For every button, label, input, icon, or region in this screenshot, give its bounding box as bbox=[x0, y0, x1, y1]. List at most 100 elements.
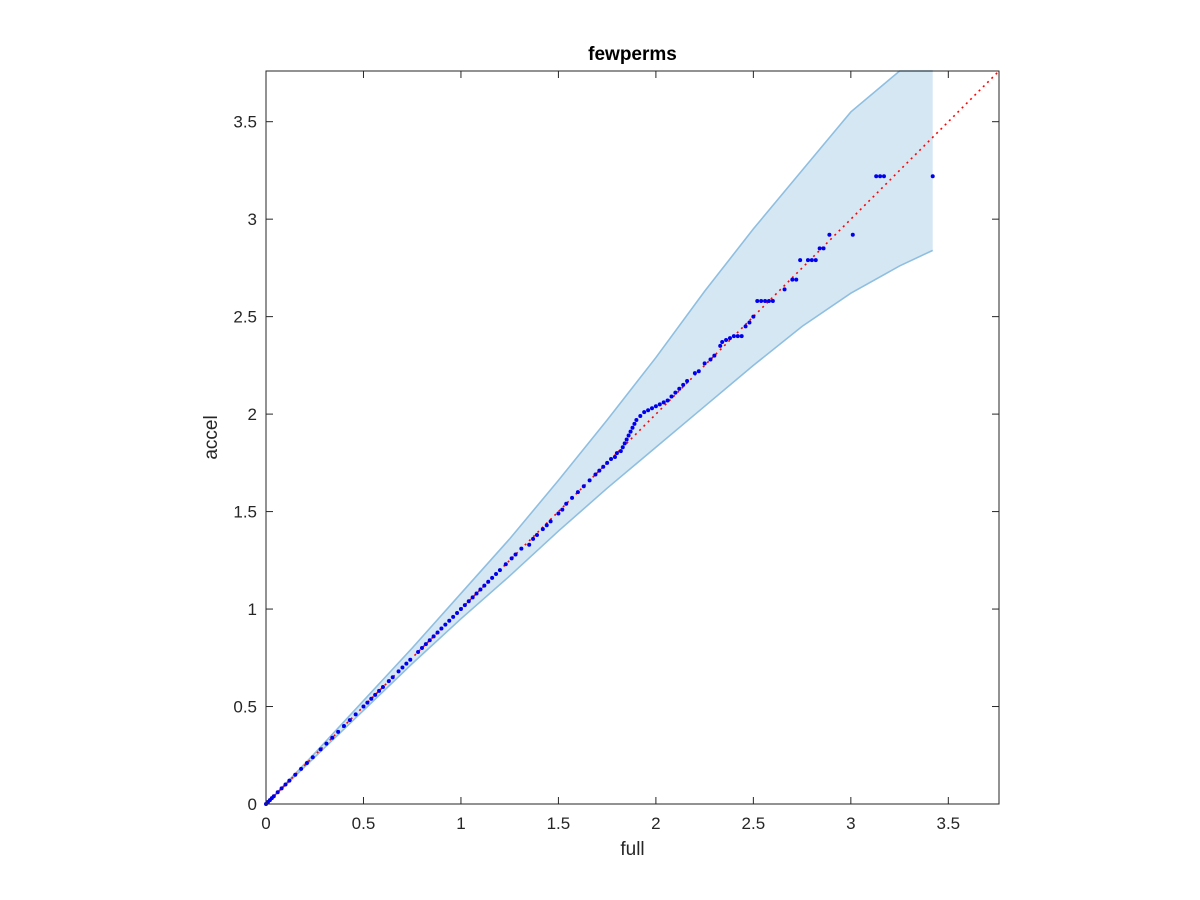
data-point bbox=[419, 646, 424, 651]
data-point bbox=[685, 378, 690, 383]
data-point bbox=[534, 532, 539, 537]
data-point bbox=[743, 324, 748, 329]
data-point bbox=[766, 299, 771, 304]
x-axis-label: full bbox=[620, 839, 644, 860]
data-point bbox=[575, 490, 580, 495]
data-point bbox=[386, 679, 391, 684]
data-point bbox=[486, 579, 491, 584]
x-tick-label: 3 bbox=[846, 814, 855, 833]
data-point bbox=[763, 299, 768, 304]
data-point bbox=[581, 484, 586, 489]
confidence-band-fill bbox=[266, 71, 933, 804]
data-point bbox=[416, 649, 421, 654]
y-tick-label: 0 bbox=[248, 795, 257, 814]
data-point bbox=[727, 336, 732, 341]
y-tick-label: 3.5 bbox=[233, 113, 257, 132]
data-point bbox=[805, 258, 810, 263]
data-point bbox=[628, 429, 633, 434]
data-point bbox=[653, 404, 658, 409]
data-point bbox=[790, 277, 795, 282]
data-point bbox=[813, 258, 818, 263]
data-point bbox=[747, 320, 752, 325]
data-point bbox=[400, 665, 405, 670]
data-point bbox=[443, 622, 448, 627]
data-point bbox=[638, 414, 643, 419]
data-point bbox=[624, 437, 629, 442]
data-point bbox=[513, 552, 518, 557]
data-point bbox=[692, 371, 697, 376]
x-tick-label: 0 bbox=[261, 814, 270, 833]
data-point bbox=[759, 299, 764, 304]
data-point bbox=[605, 460, 610, 465]
confidence-band-lower bbox=[265, 249, 934, 805]
data-point bbox=[341, 724, 346, 729]
data-point bbox=[435, 630, 440, 635]
data-point bbox=[271, 794, 276, 799]
data-point bbox=[423, 642, 428, 647]
data-point bbox=[809, 258, 814, 263]
data-point bbox=[620, 445, 625, 450]
confidence-band-upper bbox=[265, 70, 933, 805]
data-point bbox=[677, 386, 682, 391]
data-point bbox=[283, 782, 288, 787]
data-point bbox=[874, 174, 879, 179]
data-point bbox=[503, 562, 508, 567]
data-point bbox=[673, 390, 678, 395]
data-point bbox=[540, 527, 545, 532]
data-point bbox=[299, 766, 304, 771]
x-tick-label: 2 bbox=[651, 814, 660, 833]
data-point bbox=[560, 507, 565, 512]
data-point bbox=[470, 595, 475, 600]
data-point bbox=[708, 357, 713, 362]
data-point bbox=[570, 495, 575, 500]
data-point bbox=[380, 685, 385, 690]
axis-ticks: 0 0.5 1 1.5 2 2.5 3 3.5 0 0.5 1 1.5 2 2.5 3 3.5 bbox=[233, 71, 999, 833]
data-point bbox=[490, 575, 495, 580]
data-point bbox=[770, 299, 775, 304]
data-point bbox=[669, 394, 674, 399]
data-point bbox=[618, 449, 623, 454]
data-point bbox=[712, 353, 717, 358]
x-tick-label: 2.5 bbox=[742, 814, 766, 833]
x-tick-label: 3.5 bbox=[936, 814, 960, 833]
data-point bbox=[330, 735, 335, 740]
data-point bbox=[474, 591, 479, 596]
y-tick-label: 1.5 bbox=[233, 503, 257, 522]
data-point bbox=[681, 382, 686, 387]
y-tick-label: 2 bbox=[248, 405, 257, 424]
data-point bbox=[878, 174, 883, 179]
data-point bbox=[661, 400, 666, 405]
data-point bbox=[482, 583, 487, 588]
data-points bbox=[264, 174, 935, 806]
data-point bbox=[427, 638, 432, 643]
data-point bbox=[751, 314, 756, 319]
data-point bbox=[630, 425, 635, 430]
data-point bbox=[724, 338, 729, 343]
data-point bbox=[318, 747, 323, 752]
data-point bbox=[396, 669, 401, 674]
data-point bbox=[930, 174, 935, 179]
data-point bbox=[739, 334, 744, 339]
data-point bbox=[614, 451, 619, 456]
data-point bbox=[404, 661, 409, 666]
data-point bbox=[377, 688, 382, 693]
data-point bbox=[451, 614, 456, 619]
data-point bbox=[593, 472, 598, 477]
data-point bbox=[365, 700, 370, 705]
y-tick-label: 2.5 bbox=[233, 308, 257, 327]
data-point bbox=[609, 456, 614, 461]
data-point bbox=[817, 246, 822, 251]
data-point bbox=[353, 712, 358, 717]
data-point bbox=[597, 468, 602, 473]
data-point bbox=[632, 421, 637, 426]
data-point bbox=[369, 696, 374, 701]
plot-area-frame bbox=[265, 70, 1000, 805]
y-tick-label: 1 bbox=[248, 600, 257, 619]
data-point bbox=[850, 232, 855, 237]
data-point bbox=[657, 402, 662, 407]
x-tick-label: 1 bbox=[456, 814, 465, 833]
data-point bbox=[702, 361, 707, 366]
data-point bbox=[347, 718, 352, 723]
data-point bbox=[310, 755, 315, 760]
